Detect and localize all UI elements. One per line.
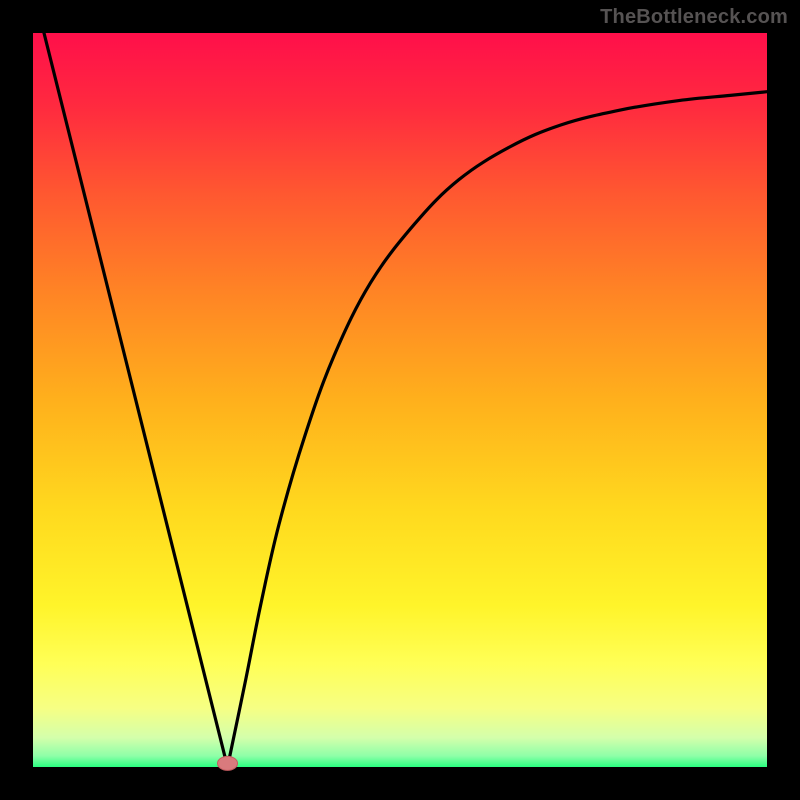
bottleneck-chart <box>0 0 800 800</box>
chart-container: { "watermark": { "text": "TheBottleneck.… <box>0 0 800 800</box>
watermark-text: TheBottleneck.com <box>600 6 788 29</box>
plot-background <box>33 33 767 767</box>
optimal-point-marker <box>218 756 238 770</box>
